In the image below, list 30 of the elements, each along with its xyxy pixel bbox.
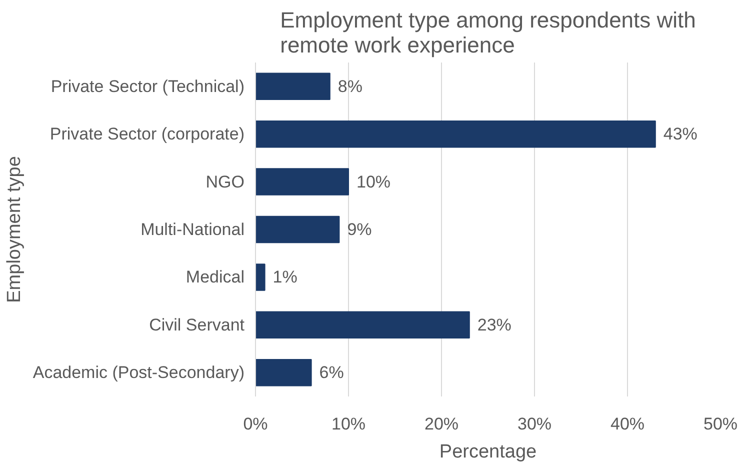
x-tick-label: 0% xyxy=(243,414,268,434)
bar xyxy=(256,72,330,100)
y-tick-label: Private Sector (Technical) xyxy=(50,76,245,96)
bar xyxy=(256,168,349,196)
data-label: 1% xyxy=(272,268,298,287)
bar xyxy=(256,311,470,339)
x-tick-label: 10% xyxy=(331,414,366,434)
y-tick-label: NGO xyxy=(206,172,245,192)
y-tick-label: Multi-National xyxy=(140,220,245,239)
data-label: 9% xyxy=(347,220,372,239)
chart-title: Employment type among respondents with remote work experience xyxy=(280,8,696,58)
y-axis-title: Employment type xyxy=(4,156,25,303)
bar xyxy=(256,120,656,148)
x-axis-title: Percentage xyxy=(439,442,537,462)
y-tick-label: Civil Servant xyxy=(149,315,245,334)
y-tick-label: Private Sector (corporate) xyxy=(50,124,245,144)
x-tick-label: 20% xyxy=(424,414,459,434)
data-label: 6% xyxy=(319,363,344,382)
x-tick-label: 30% xyxy=(517,414,552,434)
x-tick-label: 50% xyxy=(703,414,738,434)
bar xyxy=(256,216,340,244)
data-label: 10% xyxy=(356,172,391,192)
data-label: 8% xyxy=(338,76,362,96)
data-label: 43% xyxy=(663,124,698,144)
x-tick-label: 40% xyxy=(610,414,645,434)
data-label: 23% xyxy=(477,315,512,334)
bar xyxy=(256,359,312,386)
bar xyxy=(256,264,266,291)
y-tick-label: Medical xyxy=(186,268,245,287)
y-tick-label: Academic (Post-Secondary) xyxy=(32,363,245,382)
